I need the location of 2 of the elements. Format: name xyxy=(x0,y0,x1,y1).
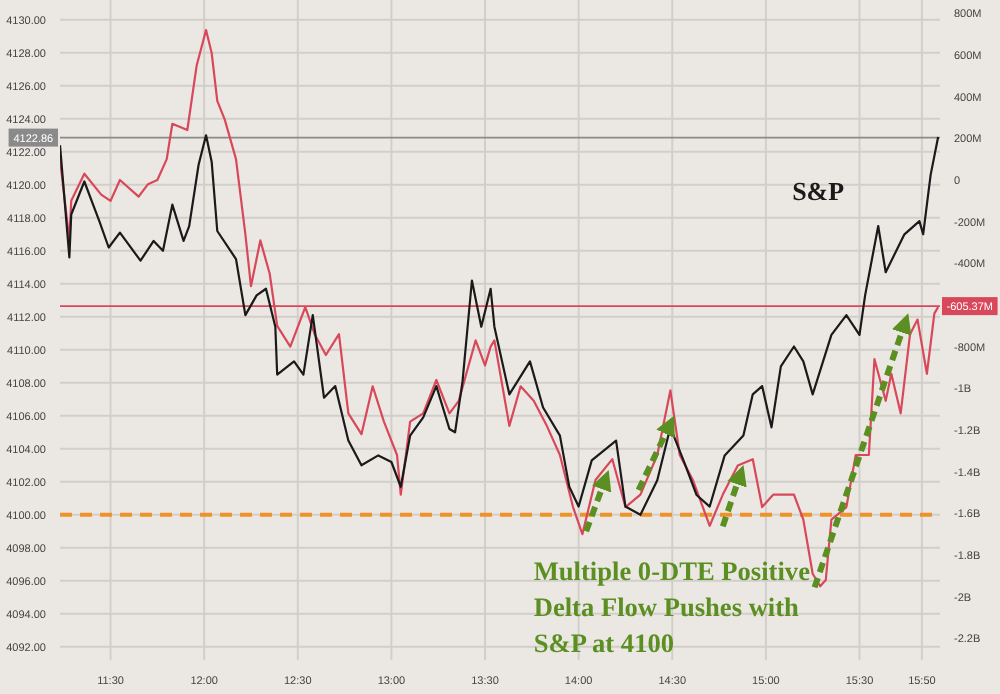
annotation: Multiple 0-DTE Positive Delta Flow Pushes with S&P at 4100 xyxy=(533,554,812,663)
series-label: S&P xyxy=(792,176,845,209)
